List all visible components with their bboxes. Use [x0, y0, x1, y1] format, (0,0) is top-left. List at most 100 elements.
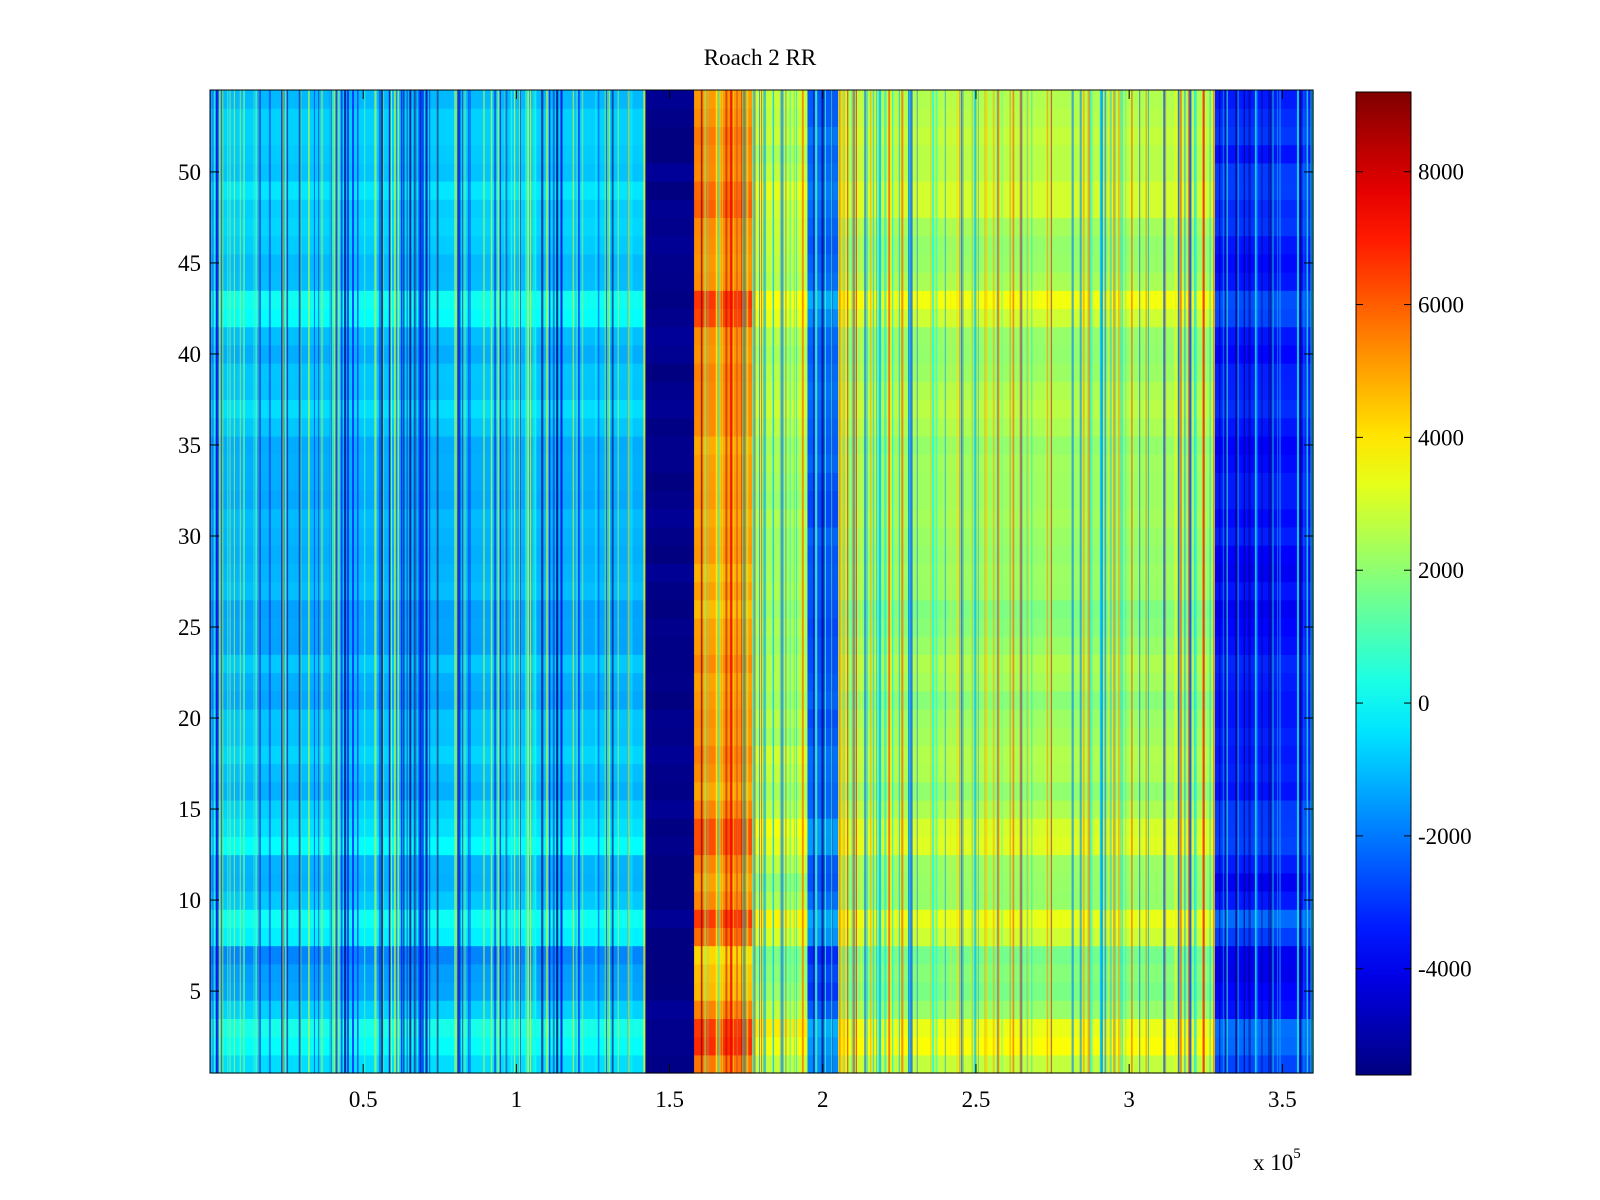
heatmap-cell [210, 126, 646, 146]
heatmap-cell [1214, 963, 1314, 983]
heatmap-cell [210, 399, 646, 419]
heatmap-streak [1248, 90, 1251, 1073]
heatmap-streak [1174, 90, 1177, 1073]
heatmap-cell [645, 836, 695, 856]
heatmap-cell [694, 836, 753, 856]
heatmap-streak [308, 90, 310, 1073]
y-tick-label: 40 [178, 342, 201, 367]
heatmap-cell [694, 490, 753, 510]
heatmap-cell [645, 617, 695, 637]
heatmap-cell [694, 199, 753, 219]
heatmap-cell [1214, 890, 1314, 910]
heatmap-cell [645, 654, 695, 674]
heatmap-streak [700, 90, 703, 1073]
heatmap-streak [1047, 90, 1049, 1073]
heatmap-streak [1139, 90, 1141, 1073]
heatmap-streak [1299, 90, 1301, 1073]
heatmap-streak [497, 90, 500, 1073]
heatmap-streak [1310, 90, 1312, 1073]
heatmap-streak [884, 90, 887, 1073]
heatmap-cell [1214, 90, 1314, 109]
heatmap-cell [645, 344, 695, 364]
heatmap-streak [730, 90, 733, 1073]
heatmap-cell [694, 890, 753, 910]
heatmap-streak [239, 90, 241, 1073]
heatmap-streak [383, 90, 385, 1073]
heatmap-streak [944, 90, 947, 1073]
heatmap-cell [694, 690, 753, 710]
heatmap-streak [581, 90, 584, 1073]
heatmap-cell [645, 108, 695, 127]
heatmap-streak [802, 90, 804, 1073]
x-tick-label: 1 [511, 1087, 523, 1112]
heatmap-streak [782, 90, 783, 1073]
heatmap-cell [1214, 508, 1314, 528]
heatmap-cell [645, 799, 695, 819]
heatmap-streak [364, 90, 366, 1073]
heatmap-streak [1087, 90, 1090, 1073]
heatmap-cell [694, 799, 753, 819]
heatmap-streak [1268, 90, 1270, 1073]
heatmap-cell [694, 981, 753, 1001]
heatmap-streak [575, 90, 578, 1073]
heatmap-streak [397, 90, 399, 1073]
heatmap-cell [210, 417, 646, 437]
heatmap-cell [645, 1018, 695, 1038]
heatmap-cell [645, 636, 695, 655]
heatmap-streak [604, 90, 607, 1073]
heatmap-streak [855, 90, 857, 1073]
heatmap-streak [956, 90, 959, 1073]
heatmap-cell [645, 927, 695, 947]
heatmap-streak [259, 90, 261, 1073]
heatmap-cell [210, 235, 646, 255]
heatmap-cell [694, 927, 753, 947]
heatmap-streak [878, 90, 881, 1073]
heatmap-streak [329, 90, 332, 1073]
chart-title: Roach 2 RR [704, 45, 817, 70]
heatmap-cell [1214, 981, 1314, 1001]
heatmap-cell [645, 854, 695, 874]
heatmap-streak [530, 90, 532, 1073]
heatmap-cell [1214, 654, 1314, 674]
heatmap-cell [694, 144, 753, 164]
heatmap-streak [992, 90, 995, 1073]
heatmap-cell [210, 909, 646, 928]
heatmap-streak [285, 90, 287, 1073]
heatmap-streak [1235, 90, 1238, 1073]
heatmap-cell [694, 417, 753, 437]
heatmap-streak [534, 90, 537, 1073]
colorbar-ticks: -4000 -2000 0 2000 4000 6000 8000 [1356, 160, 1472, 982]
heatmap-cell [694, 599, 753, 619]
heatmap-cell [1214, 636, 1314, 655]
heatmap-cell [210, 344, 646, 364]
heatmap-streak [494, 90, 496, 1073]
heatmap-streak [715, 90, 718, 1073]
x-axis: 0.5 1 1.5 2 2.5 3 3.5 [349, 90, 1297, 1112]
heatmap-streak [1307, 90, 1309, 1073]
heatmap-cell [1214, 872, 1314, 892]
heatmap-streak [1100, 90, 1104, 1073]
heatmap-streak [909, 90, 911, 1073]
heatmap-cell [645, 126, 695, 146]
heatmap-cell [645, 581, 695, 601]
x-axis-exponent-label: x 105 [1253, 1146, 1301, 1175]
heatmap-cell [210, 818, 646, 837]
heatmap-streak [851, 90, 853, 1073]
heatmap-cell [210, 654, 646, 674]
heatmap-cell [645, 526, 695, 546]
heatmap-streak [793, 90, 795, 1073]
heatmap-streak [742, 90, 744, 1073]
heatmap-streak [844, 90, 846, 1073]
heatmap-streak [578, 90, 580, 1073]
heatmap-cell [694, 872, 753, 892]
heatmap-streak [454, 90, 456, 1073]
heatmap-cell [1214, 727, 1314, 746]
heatmap-cell [694, 818, 753, 837]
heatmap-streak [1271, 90, 1273, 1073]
heatmap-streak [630, 90, 633, 1073]
heatmap-streak [268, 90, 271, 1073]
colorbar-tick-label: 2000 [1418, 558, 1464, 583]
heatmap-cell [645, 235, 695, 255]
heatmap-streak [389, 90, 391, 1073]
